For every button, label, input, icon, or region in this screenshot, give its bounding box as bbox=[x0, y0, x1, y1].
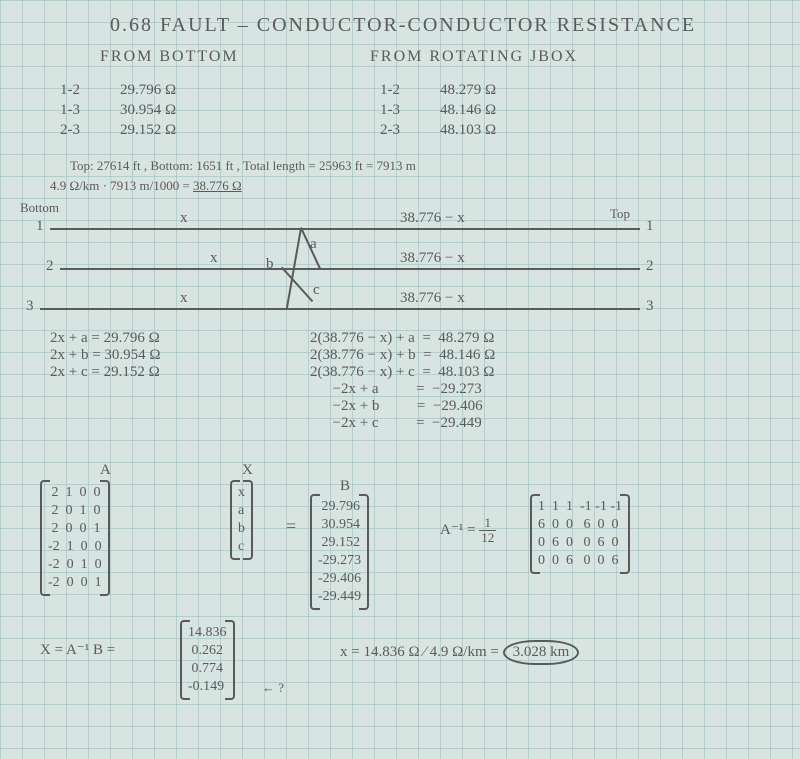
right-end-3: 3 bbox=[646, 298, 654, 315]
Ainv-frac: 1 12 bbox=[479, 516, 496, 545]
header-from-jbox: FROM ROTATING JBOX bbox=[370, 48, 578, 66]
sol-r0: 14.836 bbox=[188, 624, 227, 642]
eq-right-1: 2(38.776 − x) + b = 48.146 Ω bbox=[310, 347, 495, 364]
meas-jbox-1-ohms: 48.146 Ω bbox=[440, 102, 496, 119]
meas-bottom-1-pair: 1-3 bbox=[60, 102, 80, 119]
B-r0: 29.796 bbox=[318, 498, 361, 516]
diagram-bottom-label: Bottom bbox=[20, 200, 59, 216]
final-divisor: 4.9 Ω/km bbox=[430, 644, 487, 660]
matrix-B: 29.796 30.954 29.152 -29.273 -29.406 -29… bbox=[310, 494, 369, 610]
sol-r2: 0.774 bbox=[188, 660, 227, 678]
A-r2: 2 0 0 1 bbox=[48, 520, 102, 538]
X-r2: b bbox=[238, 520, 245, 538]
conductor-3 bbox=[40, 308, 640, 310]
Ainv-prefix: A⁻¹ = bbox=[440, 522, 479, 538]
right-end-1: 1 bbox=[646, 218, 654, 235]
x-label-3: x bbox=[180, 290, 188, 307]
matrix-solution: 14.836 0.262 0.774 -0.149 bbox=[180, 620, 235, 700]
meas-jbox-2-pair: 2-3 bbox=[380, 122, 400, 139]
left-end-3: 3 bbox=[26, 298, 34, 315]
Ainv-r3: 0 0 6 0 0 6 bbox=[538, 552, 622, 570]
eq-right-5: −2x + c = −29.449 bbox=[310, 415, 495, 432]
rest-label-2: 38.776 − x bbox=[400, 250, 465, 267]
meas-bottom-0-ohms: 29.796 Ω bbox=[120, 82, 176, 99]
eq-right-2: 2(38.776 − x) + c = 48.103 Ω bbox=[310, 364, 495, 381]
matrix-Ainv: 1 1 1 -1 -1 -1 6 0 0 6 0 0 0 6 0 0 6 0 0… bbox=[530, 494, 630, 574]
final-km: 3.028 km bbox=[503, 640, 580, 665]
Ainv-frac-top: 1 bbox=[479, 516, 496, 531]
meas-bottom-0-pair: 1-2 bbox=[60, 82, 80, 99]
meas-jbox-2-ohms: 48.103 Ω bbox=[440, 122, 496, 139]
label-A: A bbox=[100, 462, 111, 479]
x-label-1: x bbox=[180, 210, 188, 227]
eq-right-4: −2x + b = −29.406 bbox=[310, 398, 495, 415]
fault-c: c bbox=[313, 282, 320, 299]
A-r1: 2 0 1 0 bbox=[48, 502, 102, 520]
meas-jbox-0-pair: 1-2 bbox=[380, 82, 400, 99]
page-title: 0.68 FAULT – CONDUCTOR-CONDUCTOR RESISTA… bbox=[110, 14, 696, 37]
rest-label-3: 38.776 − x bbox=[400, 290, 465, 307]
left-end-1: 1 bbox=[36, 218, 44, 235]
A-r0: 2 1 0 0 bbox=[48, 484, 102, 502]
X-r0: x bbox=[238, 484, 245, 502]
solution-note: ← ? bbox=[262, 680, 284, 696]
equals-sign: = bbox=[286, 516, 296, 537]
label-X: X bbox=[242, 462, 253, 479]
left-end-2: 2 bbox=[46, 258, 54, 275]
rest-label-1: 38.776 − x bbox=[400, 210, 465, 227]
fault-a: a bbox=[310, 236, 317, 253]
eq-right-0: 2(38.776 − x) + a = 48.279 Ω bbox=[310, 330, 495, 347]
Ainv-frac-bot: 12 bbox=[479, 531, 496, 545]
meas-jbox-1-pair: 1-3 bbox=[380, 102, 400, 119]
x-label-2: x bbox=[210, 250, 218, 267]
B-r2: 29.152 bbox=[318, 534, 361, 552]
conductor-1 bbox=[50, 228, 640, 230]
eq-right-3: −2x + a = −29.273 bbox=[310, 381, 495, 398]
meas-bottom-2-ohms: 29.152 Ω bbox=[120, 122, 176, 139]
A-r5: -2 0 0 1 bbox=[48, 574, 102, 592]
A-r3: -2 1 0 0 bbox=[48, 538, 102, 556]
header-from-bottom: FROM BOTTOM bbox=[100, 48, 239, 66]
matrix-A: 2 1 0 0 2 0 1 0 2 0 0 1 -2 1 0 0 -2 0 1 … bbox=[40, 480, 110, 596]
label-B: B bbox=[340, 478, 350, 495]
fault-b: b bbox=[266, 256, 274, 273]
eq-left-1: 2x + b = 30.954 Ω bbox=[50, 347, 161, 364]
length-calc: 4.9 Ω/km · 7913 m/1000 = bbox=[50, 178, 193, 193]
fault-edge-c bbox=[281, 267, 313, 303]
A-r4: -2 0 1 0 bbox=[48, 556, 102, 574]
matrix-X: x a b c bbox=[230, 480, 253, 560]
sol-r1: 0.262 bbox=[188, 642, 227, 660]
final-x-ohms: x = 14.836 Ω bbox=[340, 644, 420, 660]
meas-bottom-1-ohms: 30.954 Ω bbox=[120, 102, 176, 119]
length-note: Top: 27614 ft , Bottom: 1651 ft , Total … bbox=[70, 158, 416, 174]
B-r1: 30.954 bbox=[318, 516, 361, 534]
Ainv-r1: 6 0 0 6 0 0 bbox=[538, 516, 622, 534]
X-r1: a bbox=[238, 502, 245, 520]
B-r4: -29.406 bbox=[318, 570, 361, 588]
sol-r3: -0.149 bbox=[188, 678, 227, 696]
eq-left-0: 2x + a = 29.796 Ω bbox=[50, 330, 161, 347]
conductor-2 bbox=[60, 268, 640, 270]
total-resistance: 38.776 Ω bbox=[193, 178, 242, 193]
Ainv-r2: 0 6 0 0 6 0 bbox=[538, 534, 622, 552]
diagram-top-label: Top bbox=[610, 206, 630, 222]
solution-label: X = A⁻¹ B = bbox=[40, 642, 115, 658]
Ainv-r0: 1 1 1 -1 -1 -1 bbox=[538, 498, 622, 516]
final-equals: = bbox=[490, 644, 502, 660]
B-r5: -29.449 bbox=[318, 588, 361, 606]
B-r3: -29.273 bbox=[318, 552, 361, 570]
meas-bottom-2-pair: 2-3 bbox=[60, 122, 80, 139]
right-end-2: 2 bbox=[646, 258, 654, 275]
X-r3: c bbox=[238, 538, 245, 556]
eq-left-2: 2x + c = 29.152 Ω bbox=[50, 364, 161, 381]
meas-jbox-0-ohms: 48.279 Ω bbox=[440, 82, 496, 99]
